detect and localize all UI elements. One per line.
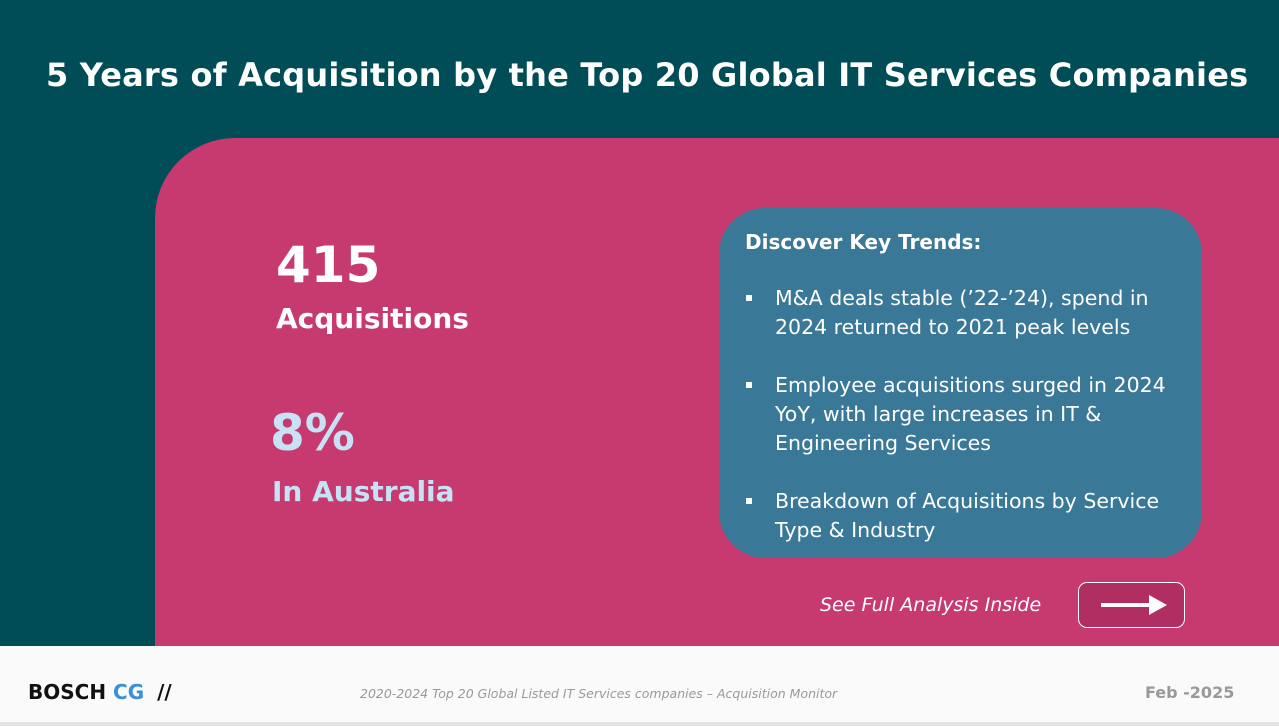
trends-box: Discover Key Trends: M&A deals stable (’…	[719, 208, 1202, 558]
title: 5 Years of Acquisition by the Top 20 Glo…	[46, 56, 1249, 94]
trends-list: M&A deals stable (’22-’24), spend in 202…	[745, 284, 1185, 574]
stat-value: 8%	[270, 404, 355, 462]
stat-label: In Australia	[272, 475, 455, 508]
footer-caption: 2020-2024 Top 20 Global Listed IT Servic…	[360, 686, 838, 701]
brand-accent: CG	[113, 680, 145, 704]
arrow-button[interactable]	[1078, 582, 1185, 628]
trend-item: M&A deals stable (’22-’24), spend in 202…	[745, 284, 1185, 342]
trend-item: Employee acquisitions surged in 2024 YoY…	[745, 371, 1185, 458]
brand-mark: //	[157, 680, 172, 704]
footer-date: Feb -2025	[1145, 683, 1235, 702]
stat-label: Acquisitions	[276, 302, 469, 335]
footer: BOSCH CG // 2020-2024 Top 20 Global List…	[0, 646, 1279, 726]
cta-text: See Full Analysis Inside	[820, 594, 1042, 616]
arrow-icon	[1101, 595, 1167, 615]
brand: BOSCH CG //	[28, 680, 172, 704]
trend-item: Breakdown of Acquisitions by Service Typ…	[745, 487, 1185, 545]
brand-name: BOSCH	[28, 680, 107, 704]
trends-heading: Discover Key Trends:	[745, 230, 982, 254]
stat-value: 415	[276, 236, 381, 294]
